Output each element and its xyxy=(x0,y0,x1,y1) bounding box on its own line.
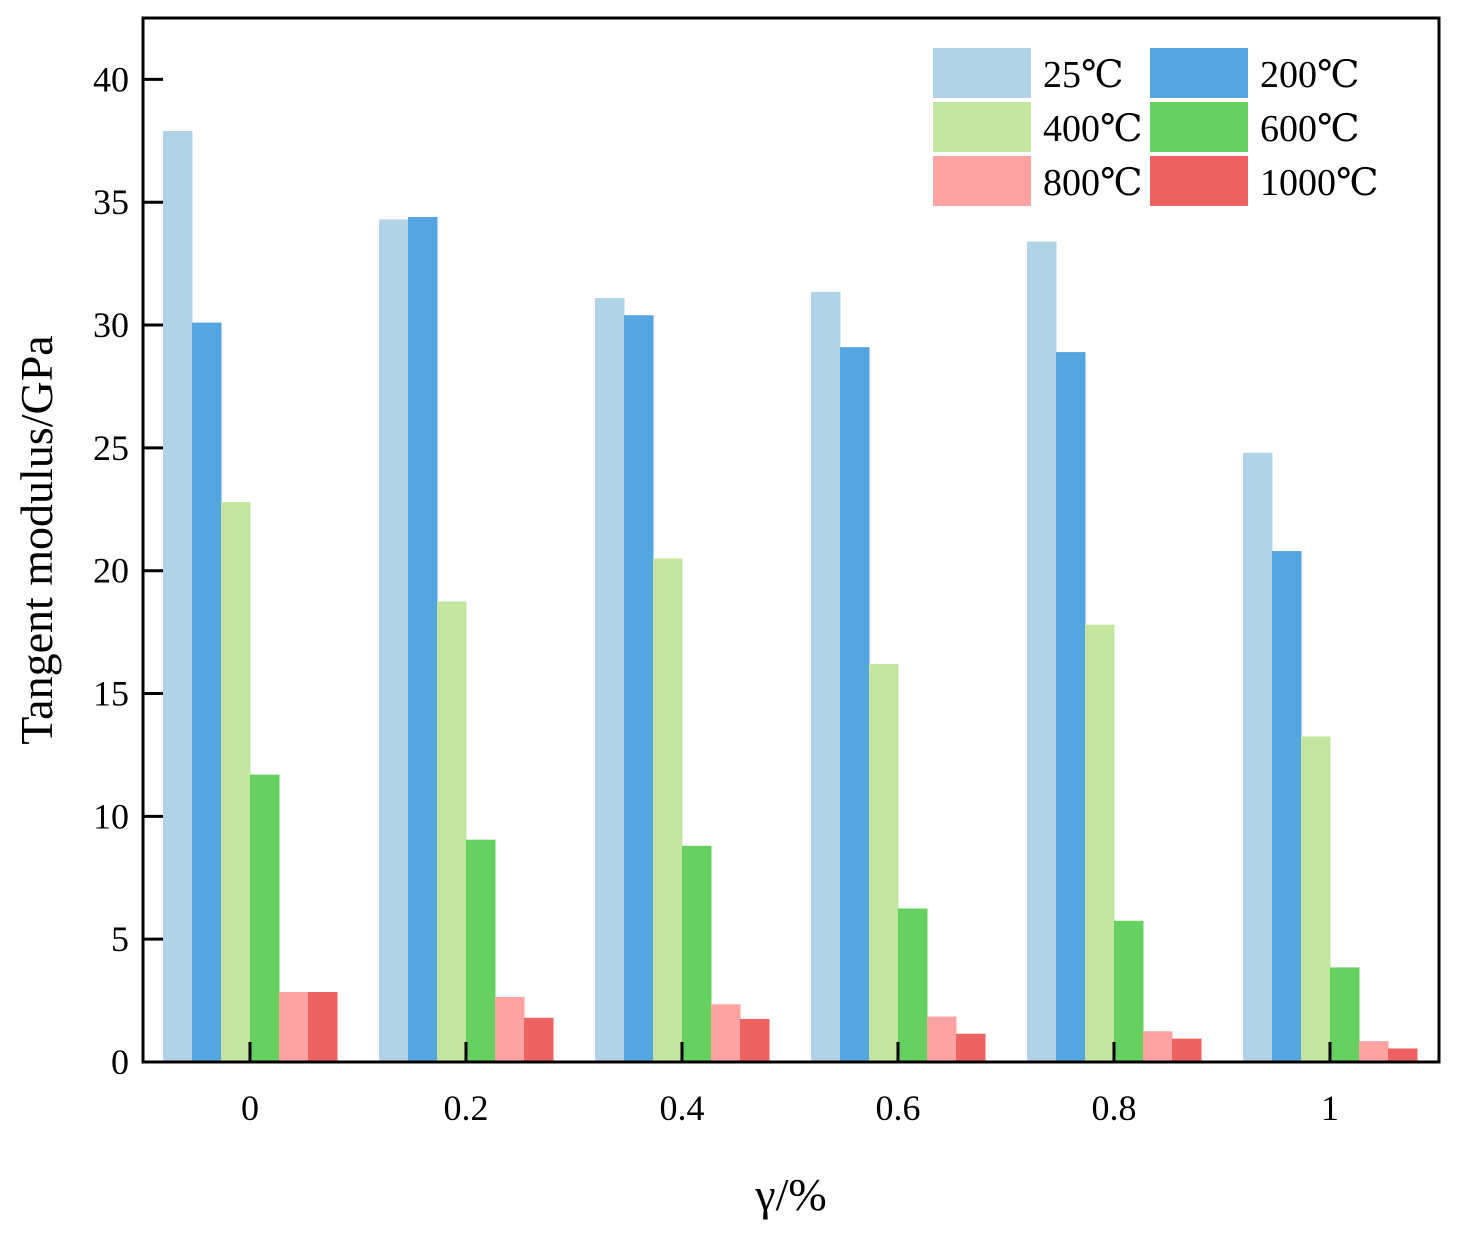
bar-800℃-0 xyxy=(279,991,309,1062)
bar-600℃-0.4 xyxy=(682,845,712,1062)
y-tick-label: 40 xyxy=(93,59,129,99)
bar-600℃-1 xyxy=(1330,967,1360,1062)
legend: 25℃ 200℃ 400℃ 600℃ 800℃ 1000℃ xyxy=(933,48,1379,206)
bar-1000℃-0.4 xyxy=(740,1019,770,1062)
plot-frame xyxy=(141,16,1441,1064)
y-axis-title: Tangent modulus/GPa xyxy=(11,335,62,744)
bar-200℃-0.6 xyxy=(840,347,870,1062)
bar-1000℃-0.2 xyxy=(524,1017,554,1062)
legend-label-1000℃: 1000℃ xyxy=(1260,162,1379,204)
legend-swatch-200℃ xyxy=(1150,48,1248,98)
y-tick-label: 10 xyxy=(93,796,129,836)
x-tick-label: 0.6 xyxy=(876,1088,921,1128)
bar-200℃-0.4 xyxy=(624,315,654,1063)
bar-25℃-0.8 xyxy=(1027,241,1057,1062)
bar-400℃-0.4 xyxy=(653,558,683,1062)
legend-label-200℃: 200℃ xyxy=(1260,54,1360,96)
x-axis-title: γ/% xyxy=(754,1169,826,1220)
x-tick-label: 0.4 xyxy=(660,1088,705,1128)
x-tick-label: 0.8 xyxy=(1092,1088,1137,1128)
legend-swatch-400℃ xyxy=(933,102,1031,152)
bar-400℃-0.8 xyxy=(1085,624,1115,1062)
bar-800℃-1 xyxy=(1359,1041,1389,1062)
legend-swatch-600℃ xyxy=(1150,102,1248,152)
bars-layer xyxy=(163,130,1418,1063)
y-tick-label: 30 xyxy=(93,305,129,345)
bar-1000℃-1 xyxy=(1388,1048,1418,1062)
bar-800℃-0.8 xyxy=(1143,1031,1173,1062)
y-tick-label: 25 xyxy=(93,428,129,468)
legend-swatch-25℃ xyxy=(933,48,1031,98)
legend-label-800℃: 800℃ xyxy=(1043,162,1143,204)
bar-400℃-0.6 xyxy=(869,664,899,1062)
bar-1000℃-0.6 xyxy=(956,1033,986,1062)
bar-600℃-0 xyxy=(250,774,280,1062)
legend-swatch-800℃ xyxy=(933,156,1031,206)
y-tick-label: 0 xyxy=(111,1042,129,1082)
y-tick-label: 15 xyxy=(93,674,129,714)
y-axis: 0 5 10 15 20 25 30 35 40 xyxy=(93,59,163,1082)
bar-25℃-0.6 xyxy=(811,291,841,1062)
bar-600℃-0.8 xyxy=(1114,920,1144,1062)
bar-200℃-0.8 xyxy=(1056,352,1086,1063)
bar-800℃-0.6 xyxy=(927,1016,957,1062)
legend-label-25℃: 25℃ xyxy=(1043,54,1124,96)
x-axis: 0 0.2 0.4 0.6 0.8 1 xyxy=(241,1042,1339,1128)
legend-label-600℃: 600℃ xyxy=(1260,108,1360,150)
bar-200℃-0 xyxy=(192,322,222,1062)
bar-25℃-0.4 xyxy=(595,298,625,1062)
bar-400℃-0.2 xyxy=(437,601,467,1062)
bar-200℃-0.2 xyxy=(408,216,438,1062)
bar-600℃-0.2 xyxy=(466,839,496,1062)
y-tick-label: 5 xyxy=(111,919,129,959)
legend-label-400℃: 400℃ xyxy=(1043,108,1143,150)
x-tick-label: 1 xyxy=(1321,1088,1339,1128)
bar-25℃-1 xyxy=(1243,452,1273,1062)
bar-1000℃-0.8 xyxy=(1172,1038,1202,1062)
bar-400℃-1 xyxy=(1301,736,1331,1062)
y-tick-label: 20 xyxy=(93,551,129,591)
bar-800℃-0.2 xyxy=(495,996,525,1062)
bar-800℃-0.4 xyxy=(711,1004,741,1062)
bar-25℃-0 xyxy=(163,130,193,1062)
x-tick-label: 0.2 xyxy=(444,1088,489,1128)
bar-1000℃-0 xyxy=(308,991,338,1062)
bar-200℃-1 xyxy=(1272,551,1302,1062)
bar-400℃-0 xyxy=(221,501,251,1063)
legend-swatch-1000℃ xyxy=(1150,156,1248,206)
x-tick-label: 0 xyxy=(241,1088,259,1128)
bar-25℃-0.2 xyxy=(379,219,409,1062)
y-tick-label: 35 xyxy=(93,182,129,222)
bar-600℃-0.6 xyxy=(898,908,928,1062)
